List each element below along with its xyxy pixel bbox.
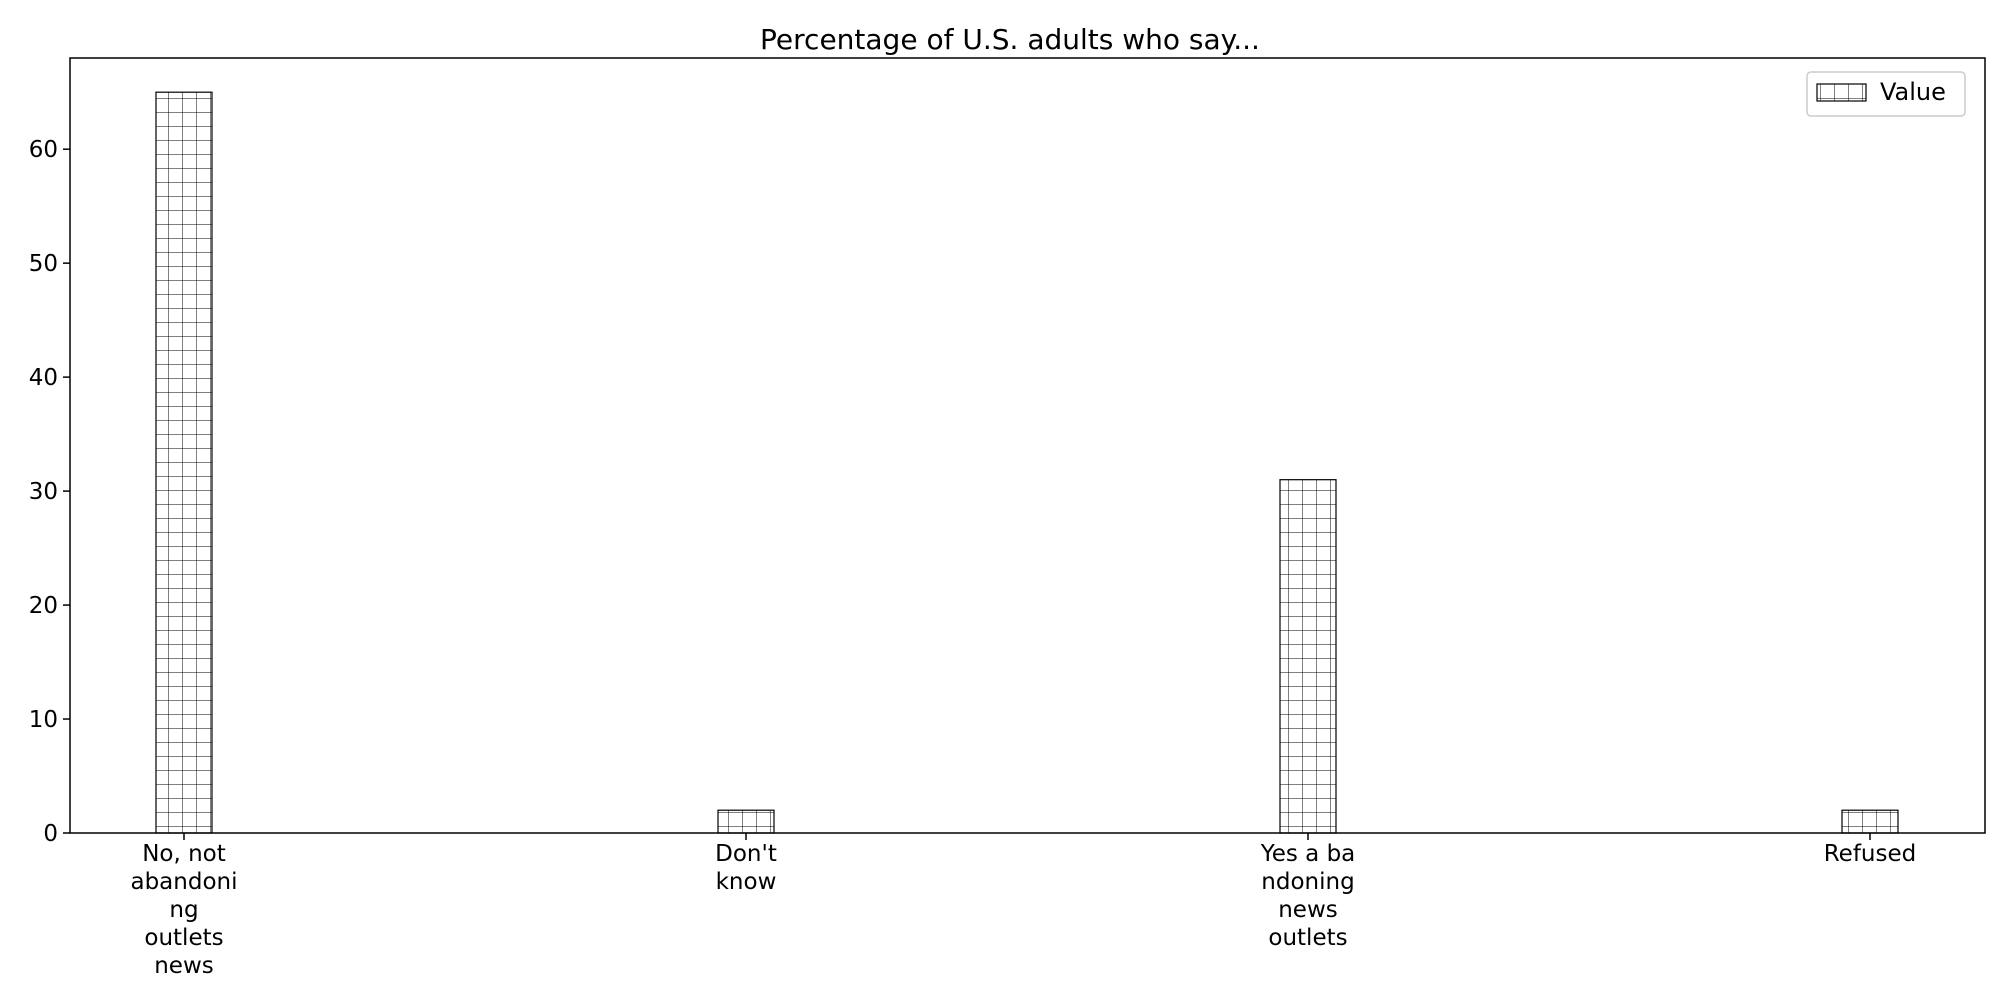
legend-swatch — [1816, 83, 1867, 102]
x-tick-label-2-2: news — [1278, 897, 1338, 923]
x-tick-label-0-0: No, not — [142, 841, 226, 867]
bar-1 — [717, 809, 775, 834]
bar-2 — [1279, 479, 1337, 834]
bar-0 — [155, 91, 213, 834]
axes-frame — [69, 57, 1986, 834]
legend-frame — [1806, 71, 1966, 117]
chart-title: Percentage of U.S. adults who say... — [760, 23, 1260, 56]
y-tick-label-30: 30 — [29, 479, 58, 505]
y-tick-label-50: 50 — [29, 251, 58, 277]
legend-label: Value — [1880, 78, 1946, 106]
x-tick-label-1-0: Don't — [715, 841, 777, 867]
x-tick-label-0-3: outlets — [144, 925, 223, 951]
legend: Value — [1806, 71, 1966, 117]
y-tick-label-20: 20 — [29, 593, 58, 619]
x-tick-label-2-1: ndoning — [1261, 869, 1354, 895]
y-tick-label-0: 0 — [43, 821, 58, 847]
x-tick-label-2-3: outlets — [1268, 925, 1347, 951]
y-tick-label-40: 40 — [29, 365, 58, 391]
y-tick-label-10: 10 — [29, 707, 58, 733]
y-tick-label-60: 60 — [29, 137, 58, 163]
x-tick-label-1-1: know — [716, 869, 777, 895]
x-tick-label-0-4: news — [154, 953, 214, 979]
x-tick-label-0-1: abandoni — [130, 869, 237, 895]
x-tick-label-0-2: ng — [169, 897, 198, 923]
x-tick-label-3-0: Refused — [1824, 841, 1917, 867]
bar-3 — [1841, 809, 1899, 834]
x-tick-label-2-0: Yes a ba — [1260, 841, 1356, 867]
